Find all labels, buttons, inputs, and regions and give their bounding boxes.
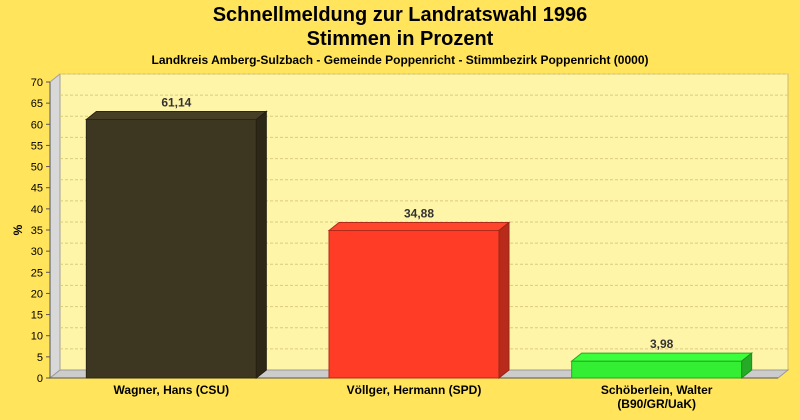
x-tick-label: Schöberlein, Walter (601, 383, 713, 397)
bar-side (741, 352, 753, 380)
bar-top (327, 222, 511, 232)
bar-top (570, 352, 754, 362)
bar (571, 360, 743, 379)
chart-caption: Landkreis Amberg-Sulzbach - Gemeinde Pop… (151, 53, 649, 67)
y-tick-label: 10 (31, 331, 43, 343)
y-axis-label: % (11, 224, 25, 235)
y-tick-label: 5 (37, 352, 43, 364)
bar-side (498, 221, 510, 380)
y-tick-label: 40 (31, 204, 43, 216)
data-label: 61,14 (161, 95, 191, 109)
y-tick-label: 0 (37, 373, 43, 385)
y-tick-label: 65 (31, 98, 43, 110)
data-label: 34,88 (404, 207, 434, 221)
x-tick-label: Wagner, Hans (CSU) (114, 383, 230, 397)
x-tick-label: (B90/GR/UaK) (617, 397, 696, 411)
y-tick-label: 60 (31, 119, 43, 131)
bar (328, 230, 500, 379)
bar-side (255, 110, 267, 380)
y-tick-label: 55 (31, 140, 43, 152)
y-tick-label: 45 (31, 183, 43, 195)
y-tick-label: 15 (31, 310, 43, 322)
bar (85, 118, 257, 379)
plot-left-wall (49, 72, 61, 380)
data-label: 3,98 (650, 337, 674, 351)
bar-top (84, 110, 268, 120)
y-tick-label: 50 (31, 162, 43, 174)
y-tick-label: 35 (31, 225, 43, 237)
x-tick-label: Völlger, Hermann (SPD) (347, 383, 482, 397)
y-tick-label: 25 (31, 267, 43, 279)
y-tick-label: 30 (31, 246, 43, 258)
chart-subtitle: Stimmen in Prozent (306, 28, 494, 50)
y-tick-label: 20 (31, 288, 43, 300)
chart-title: Schnellmeldung zur Landratswahl 1996 (212, 4, 588, 26)
y-tick-label: 70 (31, 77, 43, 89)
